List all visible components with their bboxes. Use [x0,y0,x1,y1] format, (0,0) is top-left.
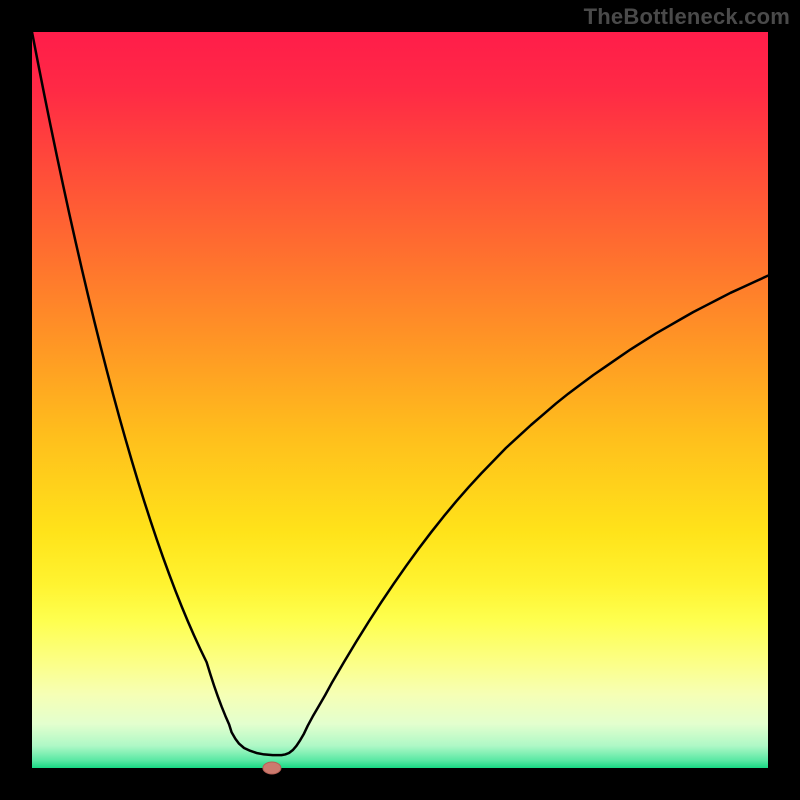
chart-container: TheBottleneck.com [0,0,800,800]
watermark-text: TheBottleneck.com [584,4,790,30]
bottleneck-chart [0,0,800,800]
gradient-plot-area [32,32,768,768]
optimum-marker [263,762,281,774]
